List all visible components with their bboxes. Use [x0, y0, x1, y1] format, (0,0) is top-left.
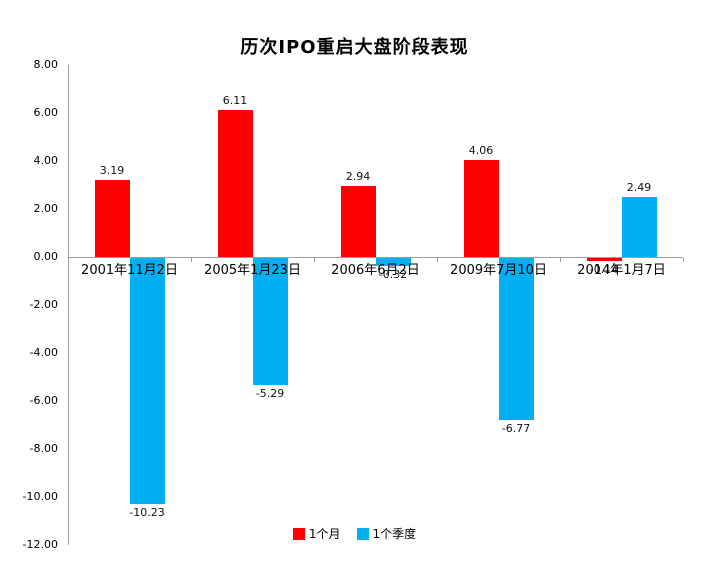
x-axis-tick: [68, 258, 69, 262]
bar-1个月-2014年1月7日: [586, 258, 622, 262]
y-axis-tick-label: -8.00: [29, 442, 58, 455]
y-axis-tick-label: 6.00: [33, 106, 59, 119]
value-label-1个季度-2009年7月10日: -6.77: [501, 422, 531, 436]
bar-1个季度-2006年6月2日: [375, 258, 411, 266]
value-label-1个季度-2005年1月23日: -5.29: [255, 386, 285, 400]
value-label-1个季度-2014年1月7日: 2.49: [626, 181, 652, 195]
legend-swatch-1个月: [292, 528, 305, 540]
y-axis-tick-label: -2.00: [29, 298, 58, 311]
bar-1个季度-2014年1月7日: [621, 197, 657, 257]
category-label-2001年11月2日: 2001年11月2日: [81, 263, 178, 278]
x-axis-tick: [314, 258, 315, 262]
legend-item-1个季度: 1个季度: [356, 527, 417, 541]
y-axis-tick-label: -4.00: [29, 346, 58, 359]
value-label-1个月-2005年1月23日: 6.11: [222, 94, 248, 108]
legend: 1个月 1个季度: [0, 527, 709, 541]
category-label-2009年7月10日: 2009年7月10日: [450, 263, 547, 278]
bar-1个季度-2009年7月10日: [498, 258, 534, 421]
y-axis-tick-label: -12.00: [22, 538, 58, 551]
y-axis-tick-label: -6.00: [29, 394, 58, 407]
value-label-1个月-2006年6月2日: 2.94: [345, 170, 371, 184]
y-axis-line: [68, 65, 69, 545]
category-label-2014年1月7日: 2014年1月7日: [577, 263, 666, 278]
bar-1个月-2006年6月2日: [340, 186, 376, 257]
value-label-1个季度-2006年6月2日: -0.32: [378, 267, 408, 281]
y-axis-tick-label: -10.00: [22, 490, 58, 503]
y-axis-tick-label: 0.00: [33, 250, 59, 263]
legend-label: 1个月: [308, 527, 341, 541]
y-axis-tick-label: 4.00: [33, 154, 59, 167]
x-axis-tick: [437, 258, 438, 262]
x-axis-tick: [683, 258, 684, 262]
category-label-2006年6月2日: 2006年6月2日: [331, 263, 420, 278]
bar-1个季度-2005年1月23日: [252, 258, 288, 385]
value-label-1个月-2001年11月2日: 3.19: [99, 164, 125, 178]
legend-swatch-1个季度: [356, 528, 369, 540]
value-label-1个月-2009年7月10日: 4.06: [468, 143, 494, 157]
category-label-2005年1月23日: 2005年1月23日: [204, 263, 301, 278]
bar-1个季度-2001年11月2日: [129, 258, 165, 504]
bar-1个月-2009年7月10日: [463, 159, 499, 257]
value-label-1个季度-2001年11月2日: -10.23: [129, 505, 165, 519]
y-axis-tick-label: 8.00: [33, 58, 59, 71]
bar-1个月-2005年1月23日: [217, 110, 253, 257]
legend-label: 1个季度: [372, 527, 417, 541]
y-axis-tick-label: 2.00: [33, 202, 59, 215]
value-label-1个月-2014年1月7日: -0.14: [589, 263, 619, 277]
x-axis-zero-line: [68, 257, 683, 258]
bar-1个月-2001年11月2日: [94, 180, 130, 257]
chart-title: 历次IPO重启大盘阶段表现: [240, 37, 469, 58]
legend-item-1个月: 1个月: [292, 527, 341, 541]
x-axis-tick: [560, 258, 561, 262]
x-axis-tick: [191, 258, 192, 262]
